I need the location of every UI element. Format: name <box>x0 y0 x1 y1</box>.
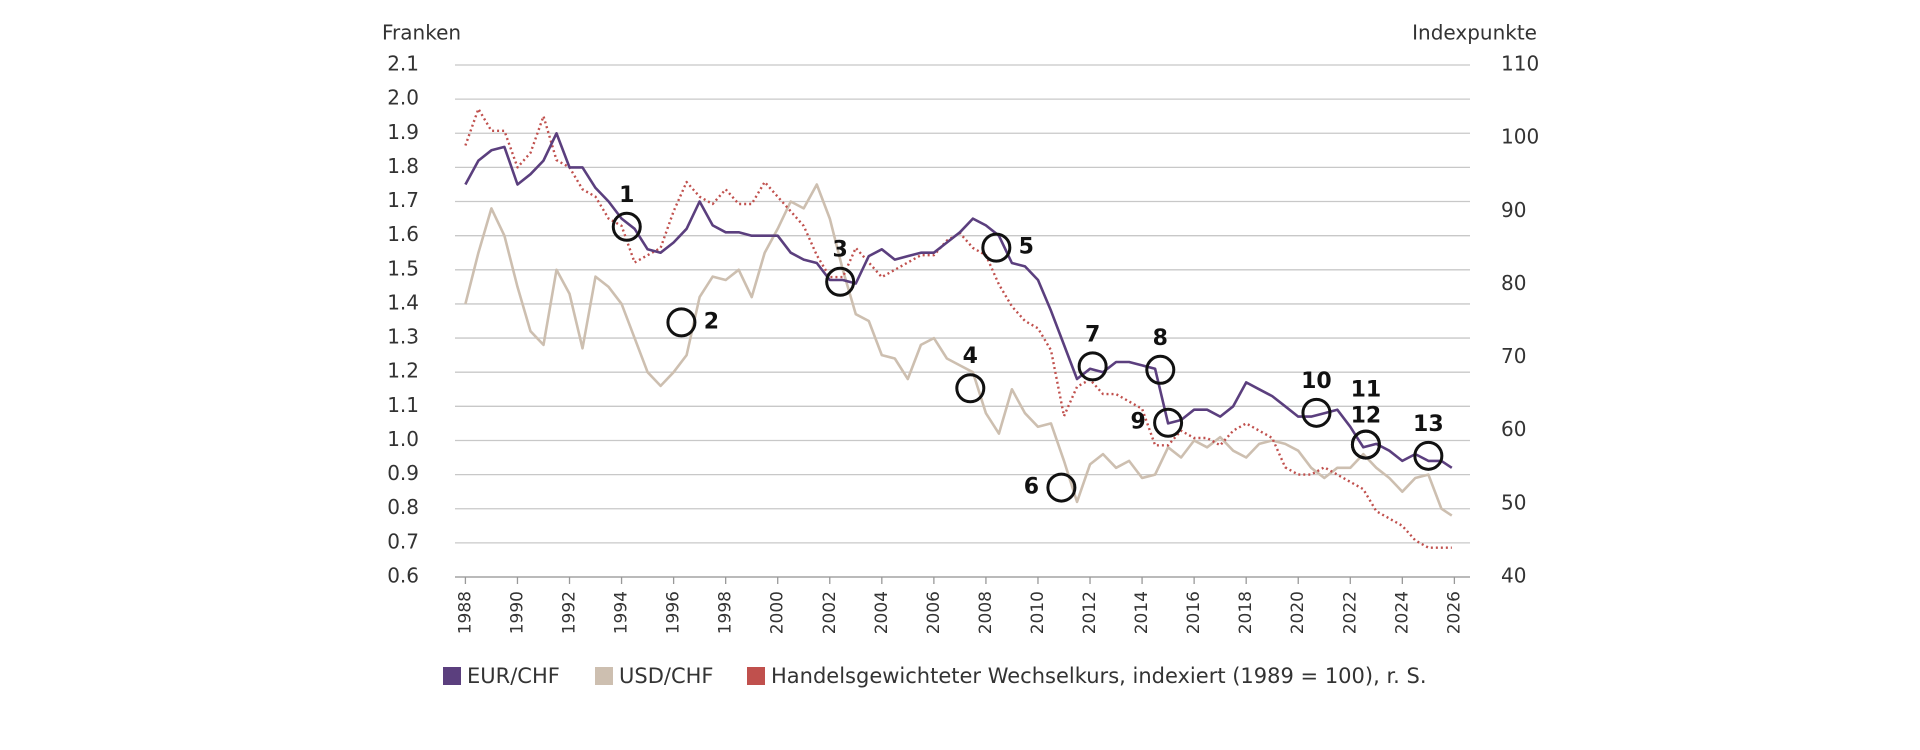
annotation-label: 13 <box>1413 412 1444 437</box>
y2-tick-label: 110 <box>1501 52 1539 76</box>
y-tick-label: 1.6 <box>387 222 419 246</box>
legend-label: Handelsgewichteter Wechselkurs, indexier… <box>771 664 1427 688</box>
legend-label: EUR/CHF <box>467 664 560 688</box>
series-line <box>464 107 1452 549</box>
annotation-label: 1 <box>619 183 634 208</box>
y-axis-label: Franken <box>382 21 461 45</box>
annotation-circle <box>1301 397 1332 428</box>
y-tick-label: 1.4 <box>387 290 419 314</box>
annotation-label: 6 <box>1024 475 1039 500</box>
x-tick-label: 2010 <box>1028 591 1048 634</box>
x-tick-label: 2018 <box>1236 591 1256 634</box>
x-tick-label: 1988 <box>455 591 475 634</box>
annotation-circle <box>1145 354 1176 385</box>
x-tick-label: 2002 <box>820 591 840 634</box>
x-tick-label: 1998 <box>716 591 736 634</box>
annotation-circle <box>666 307 697 338</box>
y2-tick-label: 40 <box>1501 564 1526 588</box>
annotation-circle <box>1077 351 1108 382</box>
x-tick-label: 2006 <box>924 591 944 634</box>
x-tick-label: 2020 <box>1288 591 1308 634</box>
annotation-label: 8 <box>1153 326 1168 351</box>
y-tick-label: 1.9 <box>387 120 419 144</box>
y2-tick-label: 60 <box>1501 417 1526 441</box>
annotation-circle <box>981 232 1012 263</box>
annotation-label: 11 <box>1351 378 1382 403</box>
annotation-circle <box>1413 440 1444 471</box>
series-line <box>464 132 1453 469</box>
annotation-circle <box>825 266 856 297</box>
y-tick-label: 0.8 <box>387 495 419 519</box>
x-tick-label: 1992 <box>560 591 580 634</box>
annotation-circle <box>955 373 986 404</box>
annotation-label: 7 <box>1085 322 1100 347</box>
y-tick-label: 1.8 <box>387 154 419 178</box>
annotation-label: 4 <box>963 344 978 369</box>
x-tick-label: 2000 <box>768 591 788 634</box>
y-tick-label: 0.9 <box>387 461 419 485</box>
y-tick-label: 0.7 <box>387 529 419 553</box>
x-tick-label: 2014 <box>1132 591 1152 634</box>
y2-axis-label: Indexpunkte <box>1412 21 1537 45</box>
series-line <box>464 183 1453 517</box>
y-tick-label: 2.0 <box>387 86 419 110</box>
legend-label: USD/CHF <box>619 664 713 688</box>
y-tick-label: 1.0 <box>387 427 419 451</box>
annotation-label: 10 <box>1301 369 1332 394</box>
legend-swatch <box>595 667 613 685</box>
annotation-label: 5 <box>1019 235 1034 260</box>
y-tick-label: 0.6 <box>387 564 419 588</box>
y2-tick-label: 100 <box>1501 125 1539 149</box>
annotation-circle <box>1350 429 1381 460</box>
x-tick-label: 2022 <box>1340 591 1360 634</box>
y-tick-label: 1.5 <box>387 256 419 280</box>
y2-tick-label: 80 <box>1501 271 1526 295</box>
x-tick-label: 1990 <box>507 591 527 634</box>
legend-swatch <box>443 667 461 685</box>
x-tick-label: 1994 <box>612 591 632 634</box>
annotation-circle <box>1153 407 1184 438</box>
y2-tick-label: 70 <box>1501 344 1526 368</box>
y-tick-label: 1.2 <box>387 359 419 383</box>
annotation-label: 3 <box>833 238 848 263</box>
x-tick-label: 1996 <box>664 591 684 634</box>
y-tick-label: 1.3 <box>387 325 419 349</box>
x-tick-label: 2012 <box>1080 591 1100 634</box>
x-tick-label: 2024 <box>1392 591 1412 634</box>
y-tick-label: 2.1 <box>387 52 419 76</box>
y2-tick-label: 90 <box>1501 198 1526 222</box>
annotation-label: 9 <box>1130 410 1145 435</box>
annotation-label: 12 <box>1351 404 1382 429</box>
y-tick-label: 1.7 <box>387 188 419 212</box>
y2-tick-label: 50 <box>1501 490 1526 514</box>
legend-swatch <box>747 667 765 685</box>
annotation-circle <box>1046 472 1077 503</box>
annotation-circle <box>611 211 642 242</box>
y-tick-label: 1.1 <box>387 393 419 417</box>
annotation-label: 2 <box>704 309 719 334</box>
x-tick-label: 2004 <box>872 591 892 634</box>
x-tick-label: 2016 <box>1184 591 1204 634</box>
x-tick-label: 2008 <box>976 591 996 634</box>
x-tick-label: 2026 <box>1444 591 1464 634</box>
